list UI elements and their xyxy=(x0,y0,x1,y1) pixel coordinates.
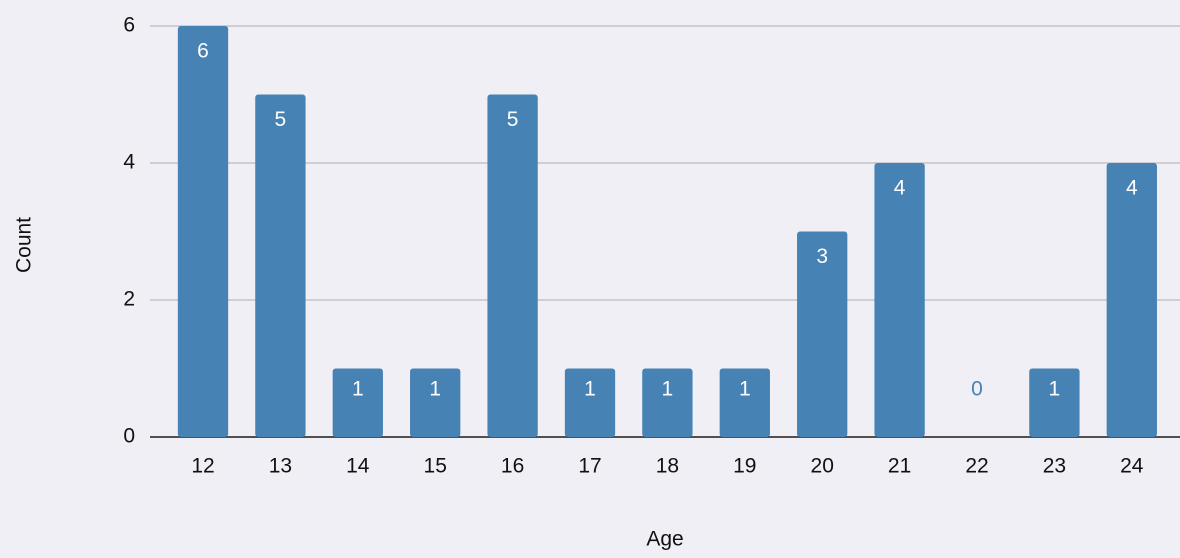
data-label: 4 xyxy=(1126,177,1138,200)
x-tick-label: 13 xyxy=(269,455,292,478)
x-tick-label: 20 xyxy=(811,455,834,478)
data-label: 6 xyxy=(197,40,209,63)
bar xyxy=(410,368,461,437)
x-tick-label: 16 xyxy=(501,455,524,478)
y-tick-label: 6 xyxy=(123,14,135,37)
data-label: 4 xyxy=(894,177,906,200)
bar xyxy=(255,94,306,437)
x-tick-label: 14 xyxy=(346,455,370,478)
data-label: 1 xyxy=(352,378,364,401)
bar xyxy=(797,231,848,437)
y-axis-label: Count xyxy=(13,217,36,273)
data-label: 1 xyxy=(1049,378,1061,401)
x-tick-label: 21 xyxy=(888,455,911,478)
y-tick-label: 2 xyxy=(123,288,135,311)
data-label: 5 xyxy=(507,108,519,131)
x-axis-label: Age xyxy=(646,528,683,551)
data-label: 0 xyxy=(971,378,983,401)
data-label: 1 xyxy=(739,378,751,401)
x-tick-label: 15 xyxy=(424,455,447,478)
bar xyxy=(642,368,693,437)
x-tick-label: 18 xyxy=(656,455,679,478)
x-tick-label: 12 xyxy=(191,455,214,478)
y-tick-label: 4 xyxy=(123,151,135,174)
bar xyxy=(564,368,616,437)
x-tick-label: 22 xyxy=(965,455,988,478)
x-tick-label: 23 xyxy=(1043,455,1066,478)
bar xyxy=(487,94,538,437)
y-tick-label: 0 xyxy=(123,425,135,448)
data-label: 5 xyxy=(275,108,287,131)
bar xyxy=(874,163,925,437)
data-label: 1 xyxy=(429,378,441,401)
data-label: 3 xyxy=(816,245,828,268)
data-label: 1 xyxy=(584,378,596,401)
bar xyxy=(1106,163,1157,437)
bar xyxy=(177,26,229,437)
x-tick-label: 24 xyxy=(1120,455,1144,478)
bar xyxy=(1029,368,1080,437)
x-tick-label: 17 xyxy=(578,455,601,478)
data-label: 1 xyxy=(662,378,674,401)
x-tick-label: 19 xyxy=(733,455,756,478)
bar xyxy=(332,368,383,437)
bar xyxy=(719,368,770,437)
